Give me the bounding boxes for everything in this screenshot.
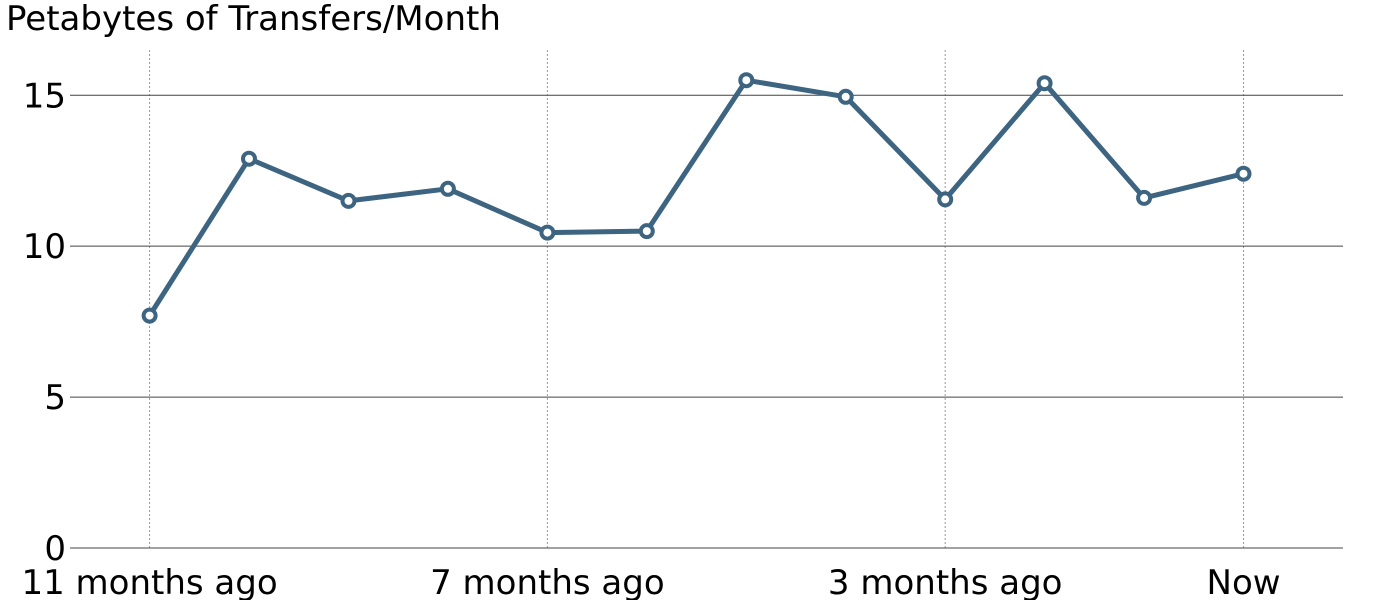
data-point	[144, 310, 156, 322]
data-point	[541, 227, 553, 239]
point-layer	[144, 74, 1250, 321]
x-tick-label: 3 months ago	[828, 563, 1063, 600]
series-line	[150, 80, 1244, 315]
data-point	[442, 183, 454, 195]
grid-layer	[70, 50, 1343, 548]
tick-label-layer: 11 months ago 7 months ago 3 months ago Now…	[21, 76, 1280, 600]
data-point	[840, 91, 852, 103]
data-point	[343, 195, 355, 207]
y-tick-label: 5	[44, 378, 66, 418]
series-layer	[150, 80, 1244, 315]
y-tick-label: 15	[23, 76, 66, 116]
data-point	[641, 225, 653, 237]
data-point	[1238, 168, 1250, 180]
data-point	[243, 153, 255, 165]
x-tick-label: Now	[1207, 563, 1281, 600]
data-point	[939, 193, 951, 205]
y-tick-label: 10	[23, 227, 66, 267]
data-point	[1138, 192, 1150, 204]
data-point	[1039, 77, 1051, 89]
y-tick-label: 0	[44, 529, 66, 569]
x-tick-label: 7 months ago	[430, 563, 665, 600]
data-point	[740, 74, 752, 86]
